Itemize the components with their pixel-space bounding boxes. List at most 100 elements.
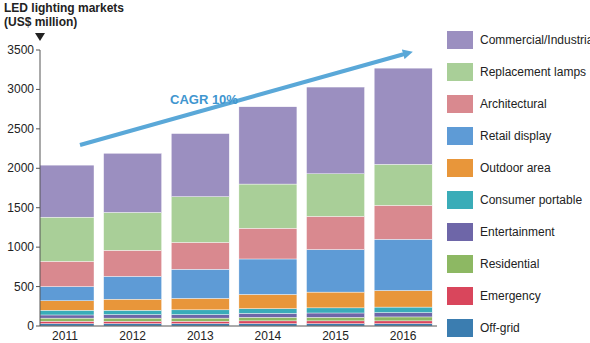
legend-swatch <box>447 127 473 145</box>
y-axis <box>40 50 41 326</box>
legend-label: Off-grid <box>480 321 520 335</box>
y-tick <box>36 247 40 248</box>
bar-segment <box>40 321 94 323</box>
annotation: CAGR 10% <box>170 92 238 107</box>
bar-segment <box>104 250 162 276</box>
bar-segment <box>40 287 94 301</box>
chart-svg: LED lighting markets(US$ million) 0 500 100… <box>0 0 590 343</box>
y-tick-label: 3000 <box>7 82 34 96</box>
bar-segment <box>239 317 297 321</box>
y-tick <box>36 128 40 129</box>
bar-segment <box>104 321 162 323</box>
legend-label: Replacement lamps <box>480 65 586 79</box>
bar-segment <box>374 321 432 324</box>
legend-label: Entertainment <box>480 225 555 239</box>
bar-segment <box>374 317 432 321</box>
y-tick-label: 2000 <box>7 161 34 175</box>
bar-segment <box>40 310 94 315</box>
x-axis <box>40 326 437 327</box>
legend-swatch <box>447 319 473 337</box>
legend-swatch <box>447 191 473 209</box>
bar-segment <box>239 313 297 317</box>
legend-swatch <box>447 31 473 49</box>
axis-pointer <box>35 33 45 41</box>
y-tick <box>36 50 40 51</box>
bar-segment <box>171 242 229 269</box>
bar-segment <box>239 184 297 228</box>
bar-segment <box>307 321 365 324</box>
bar-segment <box>374 307 432 313</box>
legend-swatch <box>447 159 473 177</box>
x-tick-label: 2016 <box>390 329 417 343</box>
bar-segment <box>307 317 365 321</box>
y-axis-label: (US$ million) <box>4 15 77 29</box>
bar-segment <box>171 318 229 321</box>
bar-segment <box>171 134 229 197</box>
legend-label: Consumer portable <box>480 193 582 207</box>
legend-label: Architectural <box>480 97 547 111</box>
bar-segment <box>40 315 94 318</box>
y-tick-label: 1000 <box>7 240 34 254</box>
legend-swatch <box>447 223 473 241</box>
bar-segment <box>104 315 162 319</box>
bar-segment <box>40 301 94 310</box>
bar-segment <box>307 308 365 313</box>
bar-segment <box>374 291 432 308</box>
bar-segment <box>171 269 229 298</box>
y-tick <box>36 286 40 287</box>
bar-segment <box>239 107 297 184</box>
bar-segment <box>104 310 162 314</box>
bar-segment <box>40 318 94 321</box>
bar-segment <box>374 68 432 164</box>
bar-segment <box>307 174 365 217</box>
trend-arrow <box>80 53 408 145</box>
legend-swatch <box>447 255 473 273</box>
bar-segment <box>374 164 432 205</box>
bar-segment <box>374 313 432 317</box>
legend-label: Residential <box>480 257 539 271</box>
bar-segment <box>307 250 365 293</box>
y-tick <box>36 168 40 169</box>
bar-segment <box>40 217 94 261</box>
legend-swatch <box>447 63 473 81</box>
y-tick-label: 3500 <box>7 43 34 57</box>
bar-segment <box>307 216 365 249</box>
bar-segment <box>171 298 229 309</box>
legend-swatch <box>447 95 473 113</box>
legend-label: Retail display <box>480 129 551 143</box>
y-tick-label: 0 <box>27 319 34 333</box>
bar-segment <box>104 299 162 310</box>
bar-segment <box>307 87 365 174</box>
y-tick <box>36 207 40 208</box>
bar-segment <box>239 259 297 294</box>
bar-segment <box>40 165 94 217</box>
y-tick-label: 1500 <box>7 201 34 215</box>
legend-label: Outdoor area <box>480 161 551 175</box>
bar-segment <box>239 321 297 324</box>
x-tick-label: 2014 <box>255 329 282 343</box>
bar-segment <box>171 310 229 315</box>
bar-segment <box>104 212 162 250</box>
x-tick-label: 2012 <box>119 329 146 343</box>
bar-segment <box>171 315 229 319</box>
bar-segment <box>104 153 162 212</box>
bar-segment <box>374 239 432 290</box>
x-tick-label: 2011 <box>52 329 78 343</box>
legend-label: Commercial/Industrial <box>480 33 590 47</box>
bar-segment <box>40 261 94 286</box>
x-tick-label: 2015 <box>322 329 349 343</box>
x-tick-label: 2013 <box>187 329 214 343</box>
bar-segment <box>239 309 297 314</box>
y-axis-label: LED lighting markets <box>4 1 124 15</box>
legend-swatch <box>447 287 473 305</box>
bars <box>40 68 432 326</box>
bar-segment <box>239 294 297 308</box>
y-tick-label: 500 <box>14 280 34 294</box>
bar-segment <box>104 318 162 321</box>
chart-container: LED lighting markets(US$ million) 0 500 100… <box>0 0 590 343</box>
y-tick <box>36 326 40 327</box>
bar-segment <box>307 292 365 308</box>
legend-label: Emergency <box>480 289 541 303</box>
bar-segment <box>171 197 229 243</box>
bar-segment <box>171 321 229 323</box>
